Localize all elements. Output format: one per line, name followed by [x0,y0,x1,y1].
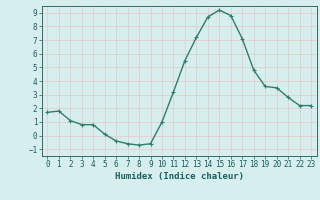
X-axis label: Humidex (Indice chaleur): Humidex (Indice chaleur) [115,172,244,181]
